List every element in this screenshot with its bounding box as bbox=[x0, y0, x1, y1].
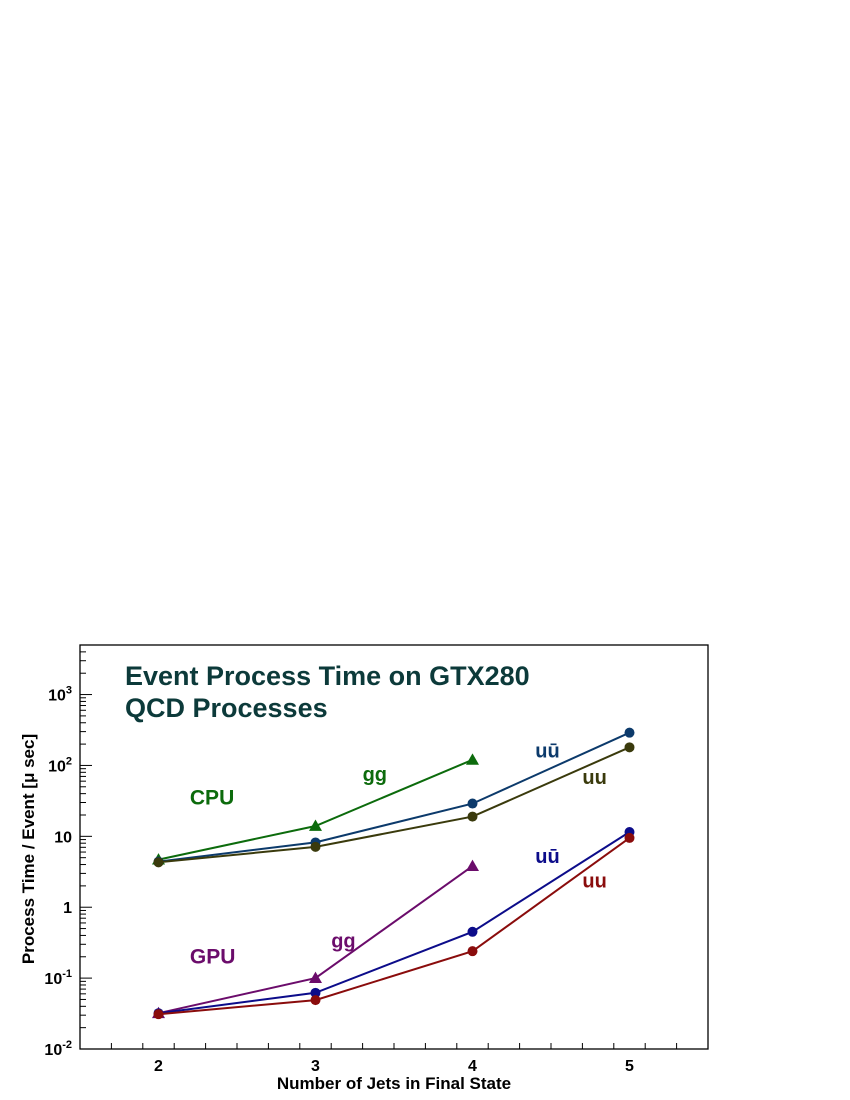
data-point bbox=[467, 798, 478, 809]
data-point bbox=[310, 995, 321, 1006]
y-axis-label: Process Time / Event [μ sec] bbox=[19, 734, 38, 964]
series-label: uu bbox=[582, 870, 606, 892]
series-line bbox=[158, 746, 630, 864]
data-point bbox=[310, 841, 321, 852]
annotations: gg uū uu gg uū uu CPU GPU bbox=[190, 740, 607, 968]
data-point bbox=[467, 811, 478, 822]
data-point bbox=[309, 819, 322, 831]
axis-ticks: 2 3 4 5 10-2 10-1 1 10 102 103 Number of Jets in F… bbox=[19, 644, 709, 1093]
x-axis-label: Number of Jets in Final State bbox=[277, 1074, 511, 1093]
y-tick-label: 10 bbox=[54, 829, 72, 846]
data-point bbox=[467, 946, 478, 957]
group-label: CPU bbox=[190, 787, 234, 810]
series-gpu bbox=[153, 832, 635, 1020]
y-tick-label: 1 bbox=[63, 900, 72, 917]
series-lines bbox=[152, 727, 635, 1020]
x-tick-label: 2 bbox=[154, 1058, 163, 1075]
series-label: uū bbox=[535, 846, 559, 868]
y-tick-label: 10-1 bbox=[44, 968, 72, 988]
data-point bbox=[153, 1009, 164, 1020]
data-point bbox=[624, 742, 635, 753]
chart-title-line: Event Process Time on GTX280 bbox=[125, 661, 530, 691]
chart-title-line: QCD Processes bbox=[125, 693, 328, 723]
series-cpu bbox=[153, 742, 635, 868]
data-point bbox=[310, 987, 321, 998]
data-point bbox=[624, 832, 635, 843]
series-line bbox=[158, 837, 631, 1016]
x-tick-label: 3 bbox=[311, 1058, 320, 1075]
series-line bbox=[158, 731, 630, 863]
data-point bbox=[466, 859, 479, 871]
x-tick-label: 5 bbox=[625, 1058, 634, 1075]
series-label: gg bbox=[363, 764, 387, 786]
data-point bbox=[309, 971, 322, 983]
series-line bbox=[158, 831, 631, 1015]
x-tick-label: 4 bbox=[468, 1058, 477, 1075]
series-label: uū bbox=[535, 740, 559, 762]
y-tick-label: 103 bbox=[48, 685, 72, 705]
data-point bbox=[467, 926, 478, 937]
group-label: GPU bbox=[190, 946, 236, 969]
series-label: gg bbox=[331, 931, 355, 953]
series-label: uu bbox=[582, 767, 606, 789]
data-point bbox=[153, 857, 164, 868]
y-tick-label: 10-2 bbox=[44, 1039, 72, 1059]
data-point bbox=[624, 727, 635, 738]
y-tick-label: 102 bbox=[48, 755, 72, 775]
data-point bbox=[466, 753, 479, 765]
